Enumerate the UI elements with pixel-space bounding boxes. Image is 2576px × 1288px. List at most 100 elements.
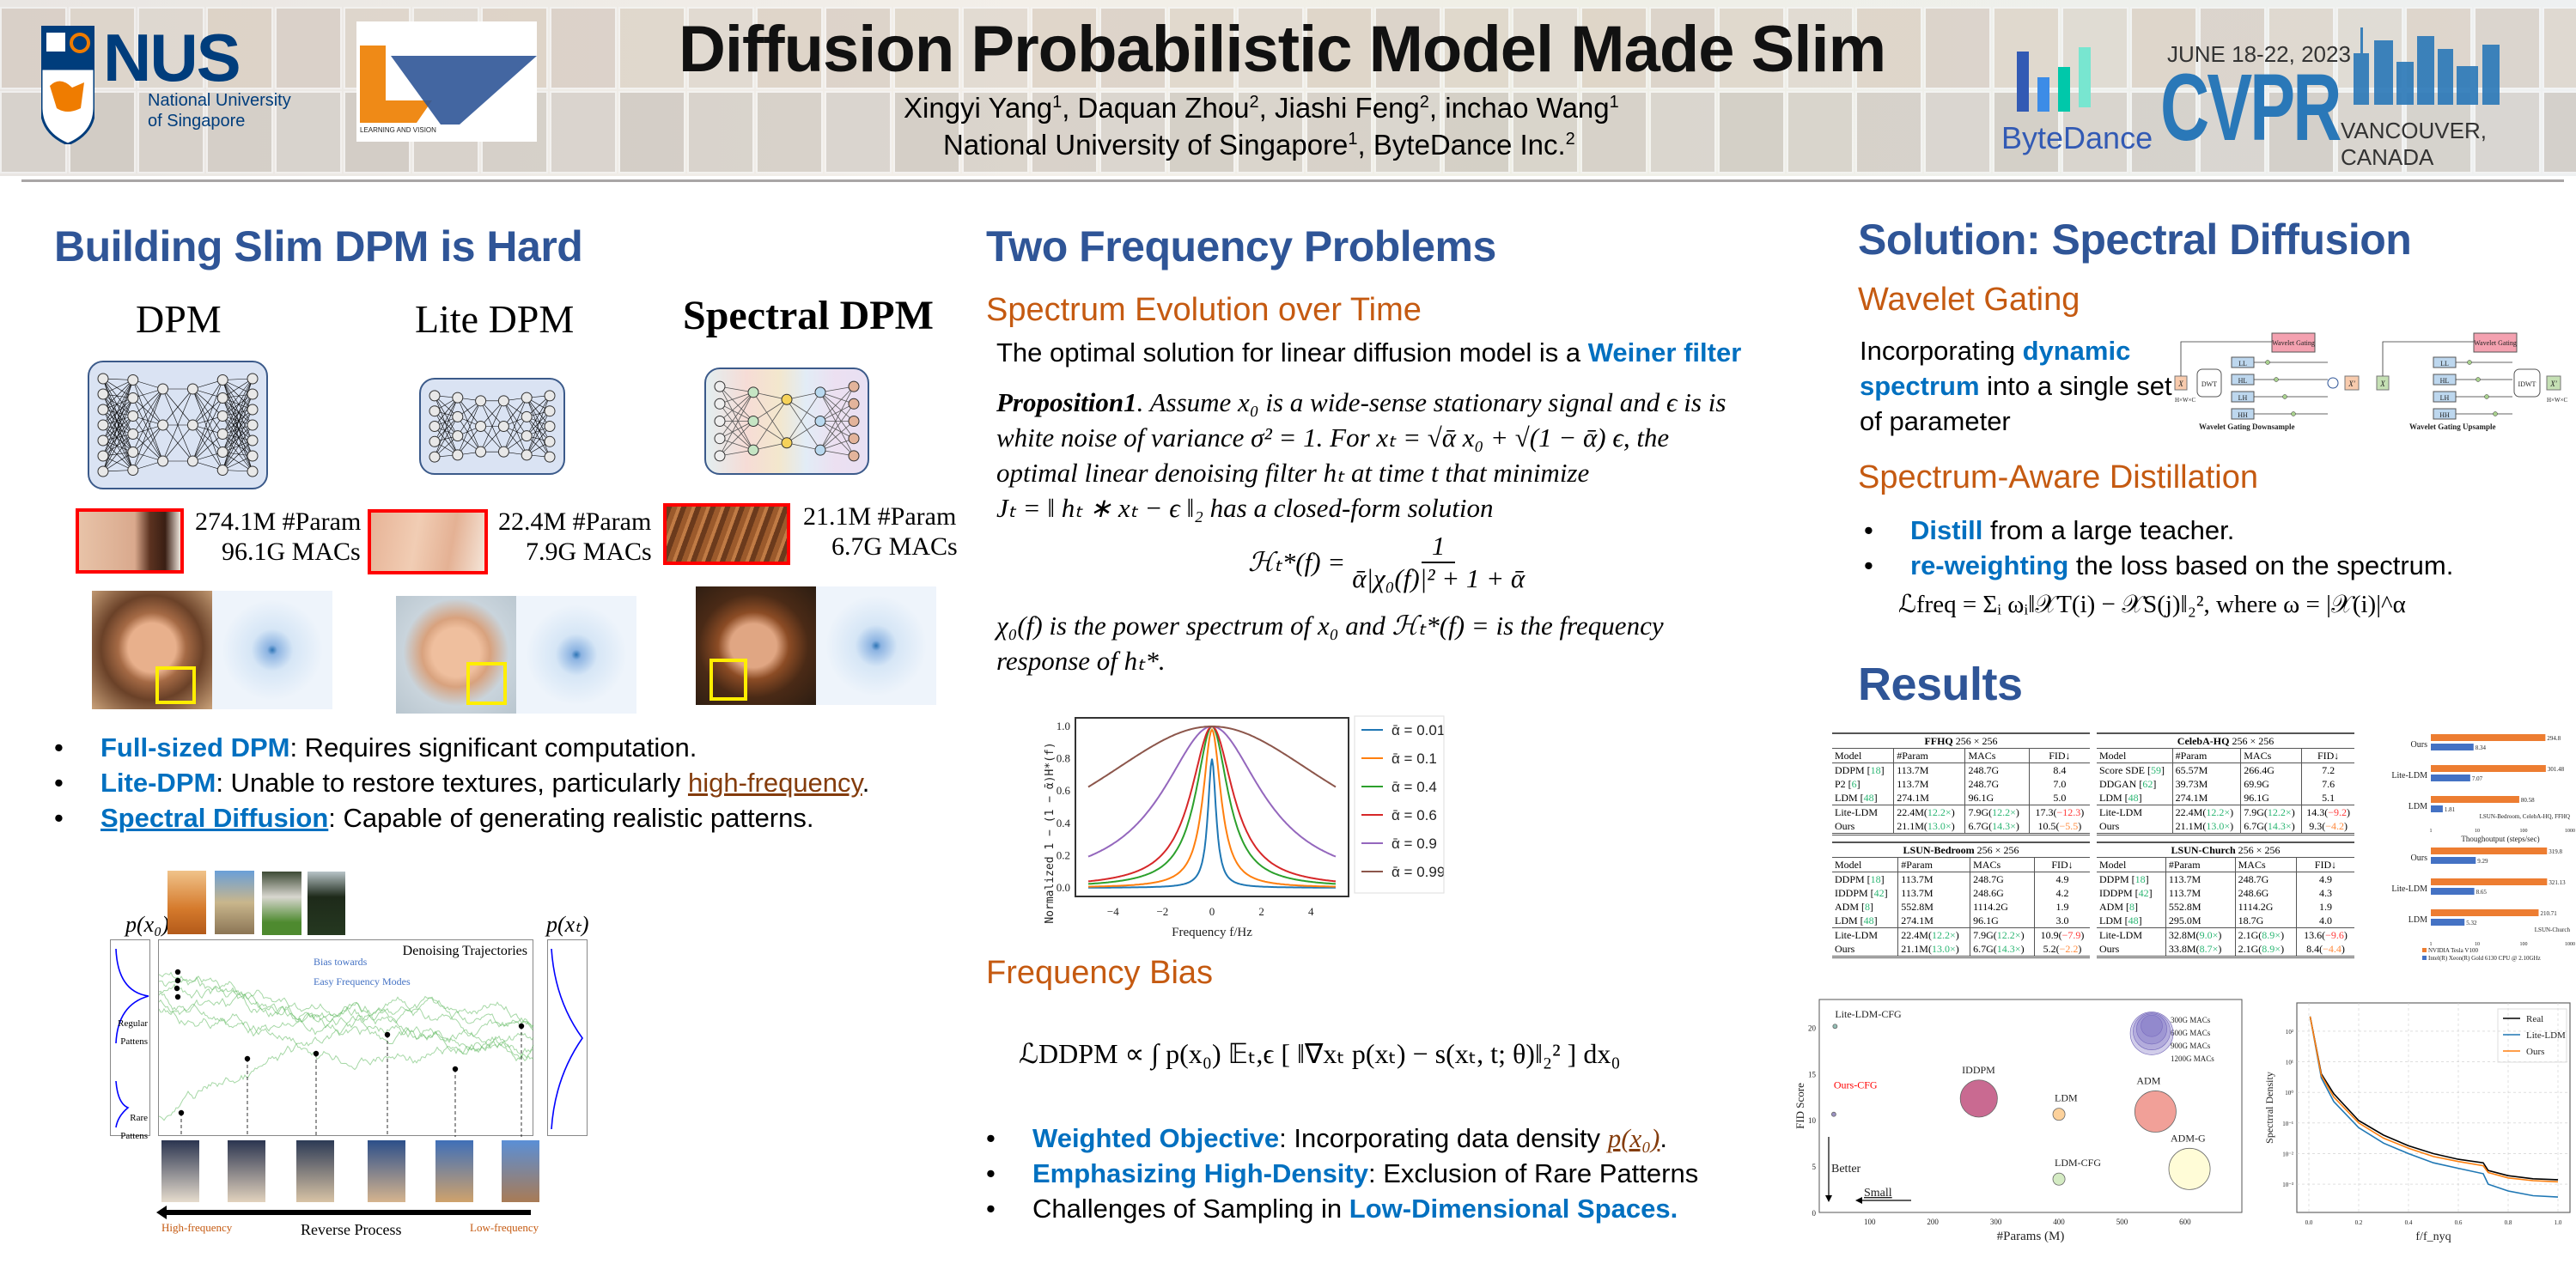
neural-network-icon <box>429 390 556 463</box>
table-cell: 96.1G <box>1964 791 2030 805</box>
vancouver-skyline-icon <box>2354 27 2500 105</box>
network-node <box>247 450 259 462</box>
x-axis-label: f/f_nyq <box>2415 1230 2451 1243</box>
high-frequency-link[interactable]: high-frequency <box>687 768 862 798</box>
frequency-loss-formula: ℒfreq = Σᵢ ωᵢ‖𝒳T(i) − 𝒳S(j)‖₂², where ω … <box>1898 591 2406 618</box>
subheading-spectrum-aware-distillation: Spectrum-Aware Distillation <box>1858 459 2259 495</box>
poster-header: NUS National University of Singapore LEA… <box>0 0 2576 176</box>
px0-link[interactable]: p(x₀) <box>1607 1123 1660 1153</box>
bullet-low-dimensional: Challenges of Sampling in Low-Dimensiona… <box>986 1191 1811 1226</box>
legend-label: ᾱ = 0.1 <box>1392 750 1437 767</box>
column-header: FID↓ <box>2028 748 2090 763</box>
series-line <box>2309 1016 2559 1181</box>
output-x-box <box>2546 375 2561 391</box>
y-axis-label: Spectrral Density <box>2263 1072 2275 1144</box>
results-table-ffhq: FFHQ 256 × 256 Model #Param MACs FID↓ DDPM [1… <box>1832 732 2090 835</box>
size-legend-label: 600G MACs <box>2171 1029 2211 1037</box>
formula-denominator: ᾱ|χ₀(f)|² + 1 + ᾱ <box>1352 563 1526 593</box>
bullet-lite-dpm: Lite-DPM: Unable to restore textures, pa… <box>54 765 982 800</box>
section-heading-solution: Solution: Spectral Diffusion <box>1858 216 2412 264</box>
legend-label: ᾱ = 0.99 <box>1392 864 1445 880</box>
bullet-text: : Requires significant computation. <box>289 732 697 762</box>
wavelet-gating-downsample-block: Wavelet Gating X DWT LL HL LH HH X′ H×W×C Wavelet… <box>2173 326 2371 434</box>
network-node <box>97 419 109 431</box>
network-node <box>747 444 759 456</box>
legend-frame <box>1354 715 1445 894</box>
spectral-diffusion-link[interactable]: Spectral Diffusion <box>100 803 329 833</box>
bullet-distill: Distill from a large teacher. <box>1864 513 2568 548</box>
bullet-text: from a large teacher. <box>1982 515 2235 545</box>
network-node <box>452 449 464 461</box>
table-cell: LDM [48] <box>2099 792 2142 804</box>
x-tick-label: 0 <box>1209 905 1215 918</box>
network-node <box>714 380 726 392</box>
table-row: Ours 21.1M(13.0×) 6.7G(14.3×) 5.2(−2.2) <box>1832 942 2090 958</box>
trajectory-path <box>158 975 534 1027</box>
y-tick-label: 5 <box>1812 1163 1817 1171</box>
cpu-bar <box>2431 888 2475 895</box>
y-tick-label: 0.2 <box>1057 848 1070 861</box>
table-cell: 22.4M(12.2×) <box>1893 805 1965 819</box>
model-title-spectral-dpm: Spectral DPM <box>683 293 934 338</box>
table-cell: 4.0 <box>2295 914 2354 928</box>
spectral-dpm-macs: 6.7G MACs <box>831 532 958 561</box>
wavelet-band-label: HL <box>2440 377 2450 385</box>
table-cell: 113.7M <box>1893 777 1965 791</box>
wavelet-band-label: HH <box>2238 411 2248 419</box>
mosaic-tile <box>1580 7 1647 89</box>
network-node <box>216 374 228 386</box>
lite-dpm-spectrum-image <box>516 596 636 714</box>
cvpr-logo: JUNE 18-22, 2023 CVPR VANCOUVER, CANADA <box>2160 27 2564 170</box>
col1-bullet-list: Full-sized DPM: Requires significant com… <box>54 730 982 835</box>
network-node <box>216 410 228 422</box>
mosaic-tile <box>1924 91 1991 173</box>
dpm-network-diagram <box>88 361 268 489</box>
x-tick-label: 10 <box>2475 942 2480 947</box>
bar-value-label: 301.48 <box>2548 766 2565 773</box>
lv-mark-icon <box>360 46 537 125</box>
network-node <box>452 392 464 404</box>
spectral-dpm-texture-crop <box>663 503 790 565</box>
legend-label: ᾱ = 0.6 <box>1392 807 1437 823</box>
gate-node <box>2484 394 2489 399</box>
mosaic-tile <box>1512 7 1579 89</box>
dpm-sample-face-image <box>92 591 212 709</box>
gate-node <box>2291 411 2296 416</box>
network-node <box>157 383 169 395</box>
series-line <box>1087 726 1337 788</box>
trajectory-point <box>174 985 180 992</box>
mosaic-tile <box>1855 7 1922 89</box>
table-cell: 113.7M <box>2165 872 2236 886</box>
column-header: #Param <box>2171 748 2241 763</box>
bullet-spectral-diffusion: Spectral Diffusion: Capable of generatin… <box>54 800 982 835</box>
better-arrowhead <box>1825 1195 1832 1202</box>
dimension-label: H×W×C <box>2547 397 2568 404</box>
trajectory-point <box>174 977 181 984</box>
table-cell: Ours <box>2097 942 2166 958</box>
mosaic-tile <box>825 91 892 173</box>
bullet-keyword: Lite-DPM <box>100 768 216 798</box>
results-table-lsun-church: LSUN-Church 256 × 256 Model #Param MACs FID↓… <box>2097 841 2354 958</box>
nus-logo: NUS National University of Singapore <box>41 20 316 146</box>
network-node <box>497 421 509 432</box>
x-tick-label: 2 <box>1258 905 1264 918</box>
network-node <box>544 405 556 417</box>
mosaic-tile <box>687 7 754 89</box>
table-cell: LDM [48] <box>1835 792 1878 804</box>
trajectory-path <box>158 992 534 1057</box>
bar-category-label: LDM <box>2409 802 2427 811</box>
table-row: LDM [48] 295.0M 18.7G 4.0 <box>2097 914 2354 928</box>
wavelet-gating-label: Wavelet Gating <box>2474 339 2517 347</box>
bubble-point <box>2052 1172 2066 1186</box>
fid-bubble-svg: 0 5 10 15 20 100 200 300 400 500 600 #Params (M) FID… <box>1793 999 2243 1243</box>
dynamic-spectrum-keyword: dynamic spectrum <box>1860 336 2131 401</box>
bar-category-label: Ours <box>2411 740 2428 750</box>
network-node <box>97 434 109 447</box>
size-legend-bubble <box>2129 1012 2174 1055</box>
proposition-line-4: Jₜ = ‖ hₜ ∗ xₜ − ϵ ‖₂ has a closed-form … <box>996 493 1494 523</box>
network-node <box>747 386 759 398</box>
bubble-label: Lite-LDM-CFG <box>1835 1008 1902 1020</box>
x-tick-label: 100 <box>1864 1218 1876 1226</box>
bar-value-label: 8.34 <box>2476 744 2487 751</box>
regular-sample-image <box>262 872 301 935</box>
